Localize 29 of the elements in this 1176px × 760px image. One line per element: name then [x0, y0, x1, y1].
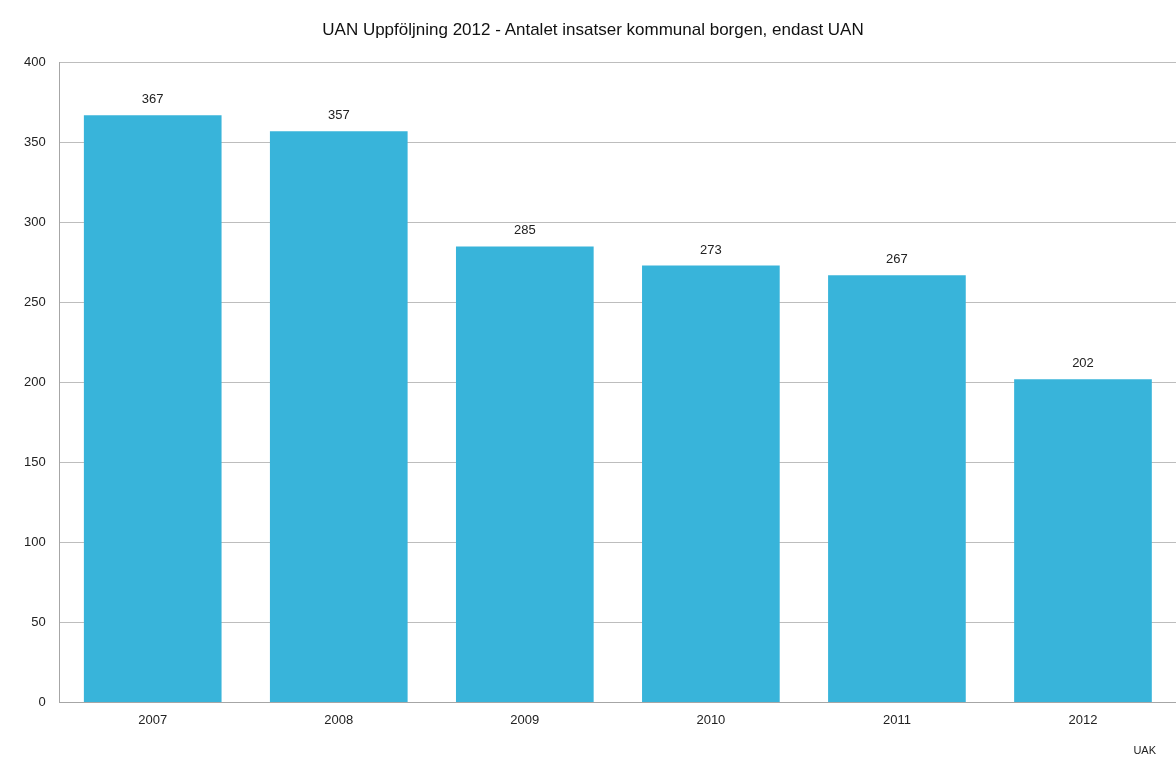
data-label: 285: [513, 222, 536, 238]
y-tick-label: 400: [23, 53, 46, 69]
data-label: 357: [327, 107, 350, 123]
y-tick-label: 100: [23, 533, 46, 549]
bar: [455, 246, 594, 702]
data-label: 202: [1072, 355, 1094, 371]
data-label: 267: [886, 251, 908, 267]
bar: [828, 275, 966, 702]
y-tick-label: 350: [23, 133, 46, 149]
text: UAK: [1133, 743, 1157, 756]
bar: [1014, 379, 1152, 702]
data-label: 273: [700, 241, 722, 257]
y-tick-label: 0: [38, 693, 46, 709]
x-tick-label: 2009: [510, 711, 540, 727]
x-tick-label: 2010: [696, 711, 726, 727]
bar: [642, 265, 780, 702]
y-tick-label: 200: [23, 373, 46, 389]
chart-title: UAN Uppföljning 2012 - Antalet insatser kommunal borgen, endast UAN: [322, 19, 864, 39]
data-label: 367: [141, 91, 164, 107]
x-tick-label: 2012: [1068, 711, 1098, 727]
x-tick-label: 2007: [138, 711, 168, 727]
bar: [83, 115, 222, 702]
y-tick-label: 250: [23, 293, 46, 309]
bar: [269, 131, 408, 702]
x-tick-label: 2008: [324, 711, 354, 727]
y-tick-label: 50: [31, 613, 46, 629]
y-tick-label: 150: [23, 453, 46, 469]
x-tick-label: 2011: [882, 711, 911, 727]
y-tick-label: 300: [23, 213, 46, 229]
